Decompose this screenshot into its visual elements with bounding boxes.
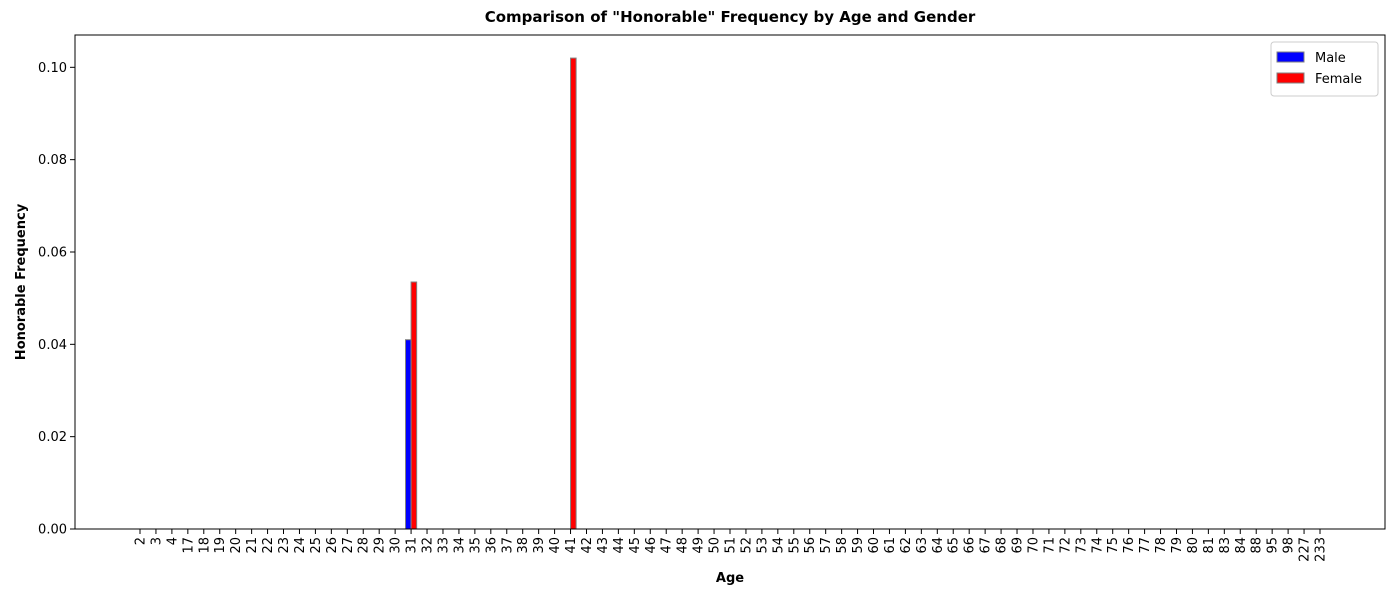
x-tick-label: 23: [277, 537, 292, 554]
x-tick-label: 98: [1282, 537, 1297, 554]
x-tick-label: 38: [516, 537, 531, 554]
x-tick-label: 84: [1234, 537, 1249, 554]
x-tick-label: 64: [931, 537, 946, 554]
bar: [405, 339, 412, 530]
x-tick-label: 74: [1090, 537, 1105, 554]
y-tick-label: 0.06: [38, 245, 67, 260]
x-tick-label: 21: [245, 537, 260, 554]
x-tick-label: 35: [468, 537, 483, 554]
x-tick-label: 57: [819, 537, 834, 554]
x-tick-label: 17: [181, 537, 196, 554]
x-tick-label: 68: [995, 537, 1010, 554]
y-tick-label: 0.02: [38, 430, 67, 445]
x-tick-label: 75: [1106, 537, 1121, 554]
x-tick-label: 95: [1266, 537, 1281, 554]
x-tick-label: 70: [1026, 537, 1041, 554]
legend-label: Female: [1315, 72, 1362, 87]
x-tick-label: 78: [1154, 537, 1169, 554]
x-tick-label: 43: [596, 537, 611, 554]
x-tick-label: 32: [421, 537, 436, 554]
x-tick-label: 73: [1074, 537, 1089, 554]
x-tick-label: 45: [628, 537, 643, 554]
x-tick-label: 48: [676, 537, 691, 554]
x-tick-label: 80: [1186, 537, 1201, 554]
x-tick-label: 26: [325, 537, 340, 554]
x-tick-label: 71: [1042, 537, 1057, 554]
x-tick-label: 50: [708, 537, 723, 554]
plot-frame: [74, 34, 1386, 530]
x-tick-label: 24: [293, 537, 308, 554]
chart-title: Comparison of "Honorable" Frequency by A…: [485, 8, 976, 26]
x-tick-label: 30: [389, 537, 404, 554]
x-tick-label: 61: [883, 537, 898, 554]
x-tick-label: 39: [532, 537, 547, 554]
x-tick-label: 42: [580, 537, 595, 554]
x-tick-label: 55: [787, 537, 802, 554]
x-tick-label: 81: [1202, 537, 1217, 554]
x-tick-label: 72: [1058, 537, 1073, 554]
x-tick-label: 63: [915, 537, 930, 554]
x-tick-label: 69: [1011, 537, 1026, 554]
x-tick-label: 58: [835, 537, 850, 554]
x-tick-label: 41: [564, 537, 579, 554]
x-tick-label: 67: [979, 537, 994, 554]
x-tick-label: 27: [341, 537, 356, 554]
x-tick-label: 4: [165, 537, 180, 545]
x-axis-label: Age: [716, 571, 744, 586]
x-tick-label: 25: [309, 537, 324, 554]
x-tick-label: 40: [548, 537, 563, 554]
x-tick-label: 77: [1138, 537, 1153, 554]
x-tick-label: 18: [197, 537, 212, 554]
legend-label: Male: [1315, 51, 1346, 66]
x-tick-label: 49: [692, 537, 707, 554]
x-tick-label: 29: [373, 537, 388, 554]
x-tick-label: 36: [484, 537, 499, 554]
y-tick-label: 0.08: [38, 153, 67, 168]
x-tick-label: 53: [755, 537, 770, 554]
x-tick-label: 22: [261, 537, 276, 554]
x-tick-label: 52: [739, 537, 754, 554]
x-tick-label: 19: [213, 537, 228, 554]
x-tick-label: 33: [436, 537, 451, 554]
x-tick-label: 233: [1314, 537, 1329, 562]
legend-swatch: [1276, 72, 1305, 84]
y-tick-label: 0.04: [38, 338, 67, 353]
x-tick-label: 34: [452, 537, 467, 554]
x-tick-label: 54: [771, 537, 786, 554]
y-tick-label: 0.00: [38, 523, 67, 538]
y-axis-label: Honorable Frequency: [14, 203, 29, 360]
x-tick-label: 28: [357, 537, 372, 554]
x-tick-label: 56: [803, 537, 818, 554]
x-tick-label: 83: [1218, 537, 1233, 554]
x-tick-label: 59: [851, 537, 866, 554]
y-tick-label: 0.10: [38, 61, 67, 76]
x-tick-label: 88: [1250, 537, 1265, 554]
x-tick-label: 65: [947, 537, 962, 554]
x-tick-label: 44: [612, 537, 627, 554]
x-tick-label: 62: [899, 537, 914, 554]
x-tick-label: 60: [867, 537, 882, 554]
x-tick-label: 3: [149, 537, 164, 545]
x-tick-label: 20: [229, 537, 244, 554]
x-tick-label: 46: [644, 537, 659, 554]
bar: [410, 281, 418, 530]
x-tick-label: 76: [1122, 537, 1137, 554]
x-tick-label: 37: [500, 537, 515, 554]
x-tick-label: 31: [405, 537, 420, 554]
x-tick-label: 66: [963, 537, 978, 554]
x-tick-label: 227: [1298, 537, 1313, 562]
x-tick-label: 79: [1170, 537, 1185, 554]
x-tick-label: 47: [660, 537, 675, 554]
legend-swatch: [1276, 51, 1305, 63]
x-tick-label: 51: [724, 537, 739, 554]
x-tick-label: 2: [134, 537, 149, 545]
bar: [570, 57, 577, 530]
